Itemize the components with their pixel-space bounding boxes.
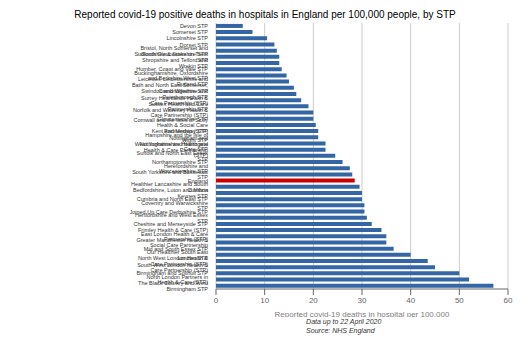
svg-text:30: 30 <box>358 296 367 305</box>
svg-text:Bath and North East Somerset,S: Bath and North East Somerset,Swindon and… <box>132 82 209 94</box>
svg-text:50: 50 <box>455 296 464 305</box>
svg-text:North West London Health &Care: North West London Health &Care Partnersh… <box>138 255 208 267</box>
svg-text:Devon STP: Devon STP <box>180 23 208 29</box>
svg-text:60: 60 <box>504 296 513 305</box>
svg-text:Staffordshire & Stoke on Trent: Staffordshire & Stoke on TrentSTP <box>134 51 208 63</box>
svg-text:Healthier Lancashire and South: Healthier Lancashire and SouthCumbria <box>131 181 209 193</box>
svg-text:The Black Country and WestBirm: The Black Country and WestBirmingham STP <box>138 280 208 292</box>
svg-text:Reported covid-19 deaths in ho: Reported covid-19 deaths in hospital per… <box>275 310 450 317</box>
svg-text:Surrey Heartlands Health &Care: Surrey Heartlands Health &Care Partnersh… <box>141 95 208 107</box>
svg-text:Lincolnshire STP: Lincolnshire STP <box>166 35 208 41</box>
svg-text:10: 10 <box>260 296 269 305</box>
svg-text:20: 20 <box>309 296 318 305</box>
svg-text:Buckinghamshire, Oxfordshirean: Buckinghamshire, Oxfordshireand Berkshir… <box>134 70 208 82</box>
svg-text:40: 40 <box>406 296 415 305</box>
svg-text:Somerset STP: Somerset STP <box>172 29 208 35</box>
svg-text:Cheshire and Merseyside STP: Cheshire and Merseyside STP <box>133 221 208 227</box>
svg-text:0: 0 <box>214 296 219 305</box>
